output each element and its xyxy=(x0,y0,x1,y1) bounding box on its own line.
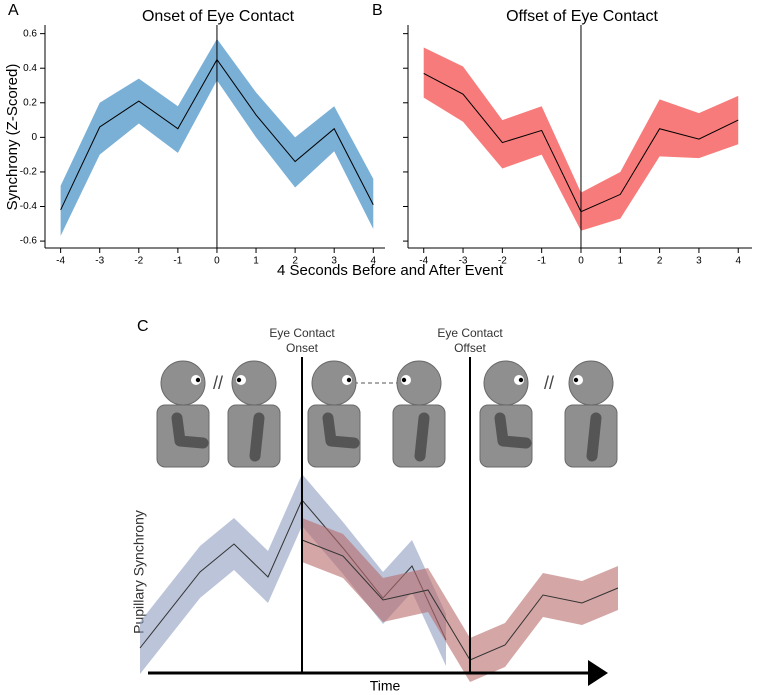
person-pupil xyxy=(573,377,579,383)
x-tick-label: 4 xyxy=(735,256,741,267)
x-tick-label: 1 xyxy=(618,256,624,267)
y-tick-label: -0.2 xyxy=(20,167,38,178)
x-tick-label: 0 xyxy=(578,256,584,267)
panel-label: B xyxy=(372,2,383,19)
person-pupil xyxy=(346,377,352,383)
person-arm xyxy=(249,412,265,462)
chart-title: Onset of Eye Contact xyxy=(142,8,295,25)
y-tick-label: -0.4 xyxy=(20,201,38,212)
onset-schematic-band xyxy=(140,474,446,674)
person-arm xyxy=(414,412,430,462)
person-pupil xyxy=(236,377,242,383)
person-arm xyxy=(494,412,532,449)
event-label: Onset xyxy=(286,341,319,355)
x-tick-label: 2 xyxy=(292,256,298,267)
confidence-band xyxy=(60,38,374,236)
y-axis-label: Pupillary Synchrony xyxy=(131,510,147,634)
panel-label: A xyxy=(8,2,19,19)
person-head xyxy=(483,360,529,406)
x-tick-label: -2 xyxy=(134,256,143,267)
y-tick-label: 0.4 xyxy=(23,63,37,74)
y-tick-label: 0.2 xyxy=(23,97,37,108)
offset-schematic-band xyxy=(302,518,618,682)
x-tick-label: -1 xyxy=(173,256,182,267)
y-tick-label: 0.6 xyxy=(23,28,37,39)
schematic xyxy=(139,360,619,682)
x-tick-label: 3 xyxy=(331,256,337,267)
x-tick-label: 0 xyxy=(214,256,220,267)
person-arm xyxy=(171,412,209,449)
x-tick-label: 1 xyxy=(253,256,259,267)
event-label: Offset xyxy=(454,341,486,355)
person-arm xyxy=(322,412,360,449)
event-label: Eye Contact xyxy=(269,326,335,340)
x-tick-label: -2 xyxy=(498,256,507,267)
person-head xyxy=(311,360,357,406)
person-head xyxy=(568,360,614,406)
person-head xyxy=(396,360,442,406)
x-tick-label: -3 xyxy=(95,256,104,267)
x-tick-label: -4 xyxy=(56,256,65,267)
chart-title: Offset of Eye Contact xyxy=(506,8,658,25)
x-axis-label: 4 Seconds Before and After Event xyxy=(277,262,504,279)
y-tick-label: 0 xyxy=(31,132,37,143)
x-tick-label: -4 xyxy=(419,256,428,267)
y-tick-label: -0.6 xyxy=(20,236,38,247)
person-pupil xyxy=(518,377,524,383)
event-label: Eye Contact xyxy=(437,326,503,340)
x-axis-label: Time xyxy=(370,678,401,694)
x-tick-label: 4 xyxy=(370,256,376,267)
person-arm xyxy=(586,412,602,462)
person-head xyxy=(231,360,277,406)
person-head xyxy=(160,360,206,406)
arrow-head xyxy=(588,660,608,686)
separator: // xyxy=(544,373,554,393)
y-axis-label: Synchrony (Z-Scored) xyxy=(4,64,21,211)
x-tick-label: -1 xyxy=(537,256,546,267)
x-tick-label: 3 xyxy=(696,256,702,267)
separator: // xyxy=(213,373,223,393)
person-pupil xyxy=(401,377,407,383)
x-tick-label: 2 xyxy=(657,256,663,267)
panel-label: C xyxy=(137,318,149,335)
person-pupil xyxy=(195,377,201,383)
x-tick-label: -3 xyxy=(459,256,468,267)
